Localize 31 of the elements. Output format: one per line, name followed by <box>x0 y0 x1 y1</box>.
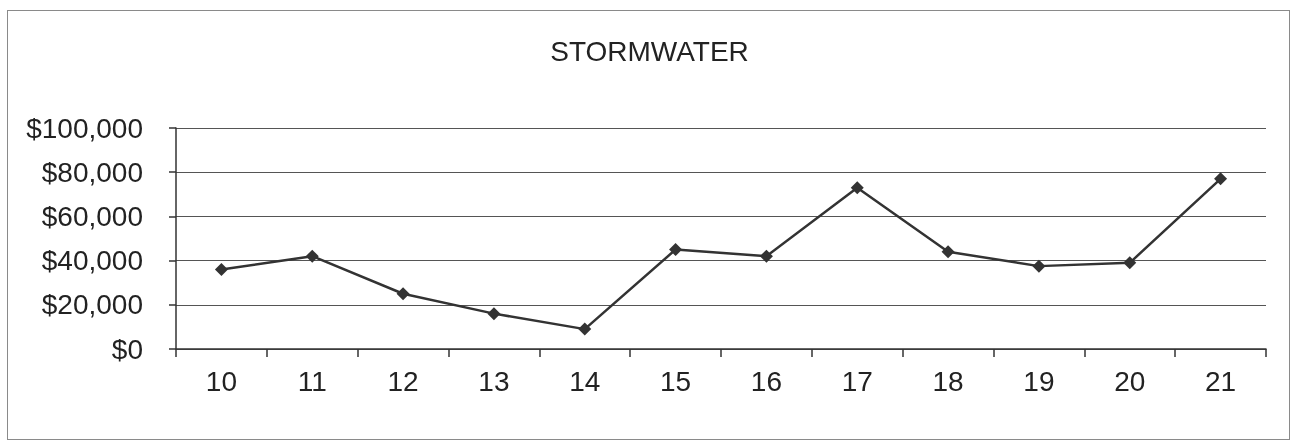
y-tick-label: $60,000 <box>41 200 143 232</box>
y-tick-label: $20,000 <box>41 289 143 321</box>
point <box>578 322 592 336</box>
y-tick-label: $0 <box>111 333 143 365</box>
x-tick-label: 11 <box>297 365 327 397</box>
point <box>305 249 319 263</box>
point <box>759 249 773 263</box>
x-tick-label: 19 <box>1023 365 1055 397</box>
point <box>487 307 501 321</box>
x-tick-label: 21 <box>1205 365 1237 397</box>
y-tick-label: $40,000 <box>41 245 143 277</box>
point <box>1032 259 1046 273</box>
point <box>669 243 683 257</box>
x-tick-label: 13 <box>478 365 510 397</box>
x-tick-label: 15 <box>660 365 692 397</box>
chart-title: STORMWATER <box>550 35 749 67</box>
x-tick-label: 18 <box>932 365 964 397</box>
x-tick-label: 17 <box>841 365 873 397</box>
y-tick-label: $80,000 <box>41 156 143 188</box>
x-tick-label: 16 <box>750 365 782 397</box>
y-tick-label: $100,000 <box>26 112 143 144</box>
point <box>1214 172 1228 186</box>
point <box>941 245 955 259</box>
point <box>850 181 864 195</box>
point <box>1123 256 1137 270</box>
x-tick-label: 14 <box>569 365 601 397</box>
point <box>396 287 410 301</box>
x-tick-label: 12 <box>387 365 419 397</box>
x-tick-label: 10 <box>205 365 237 397</box>
x-tick-label: 20 <box>1114 365 1146 397</box>
point <box>214 262 228 276</box>
